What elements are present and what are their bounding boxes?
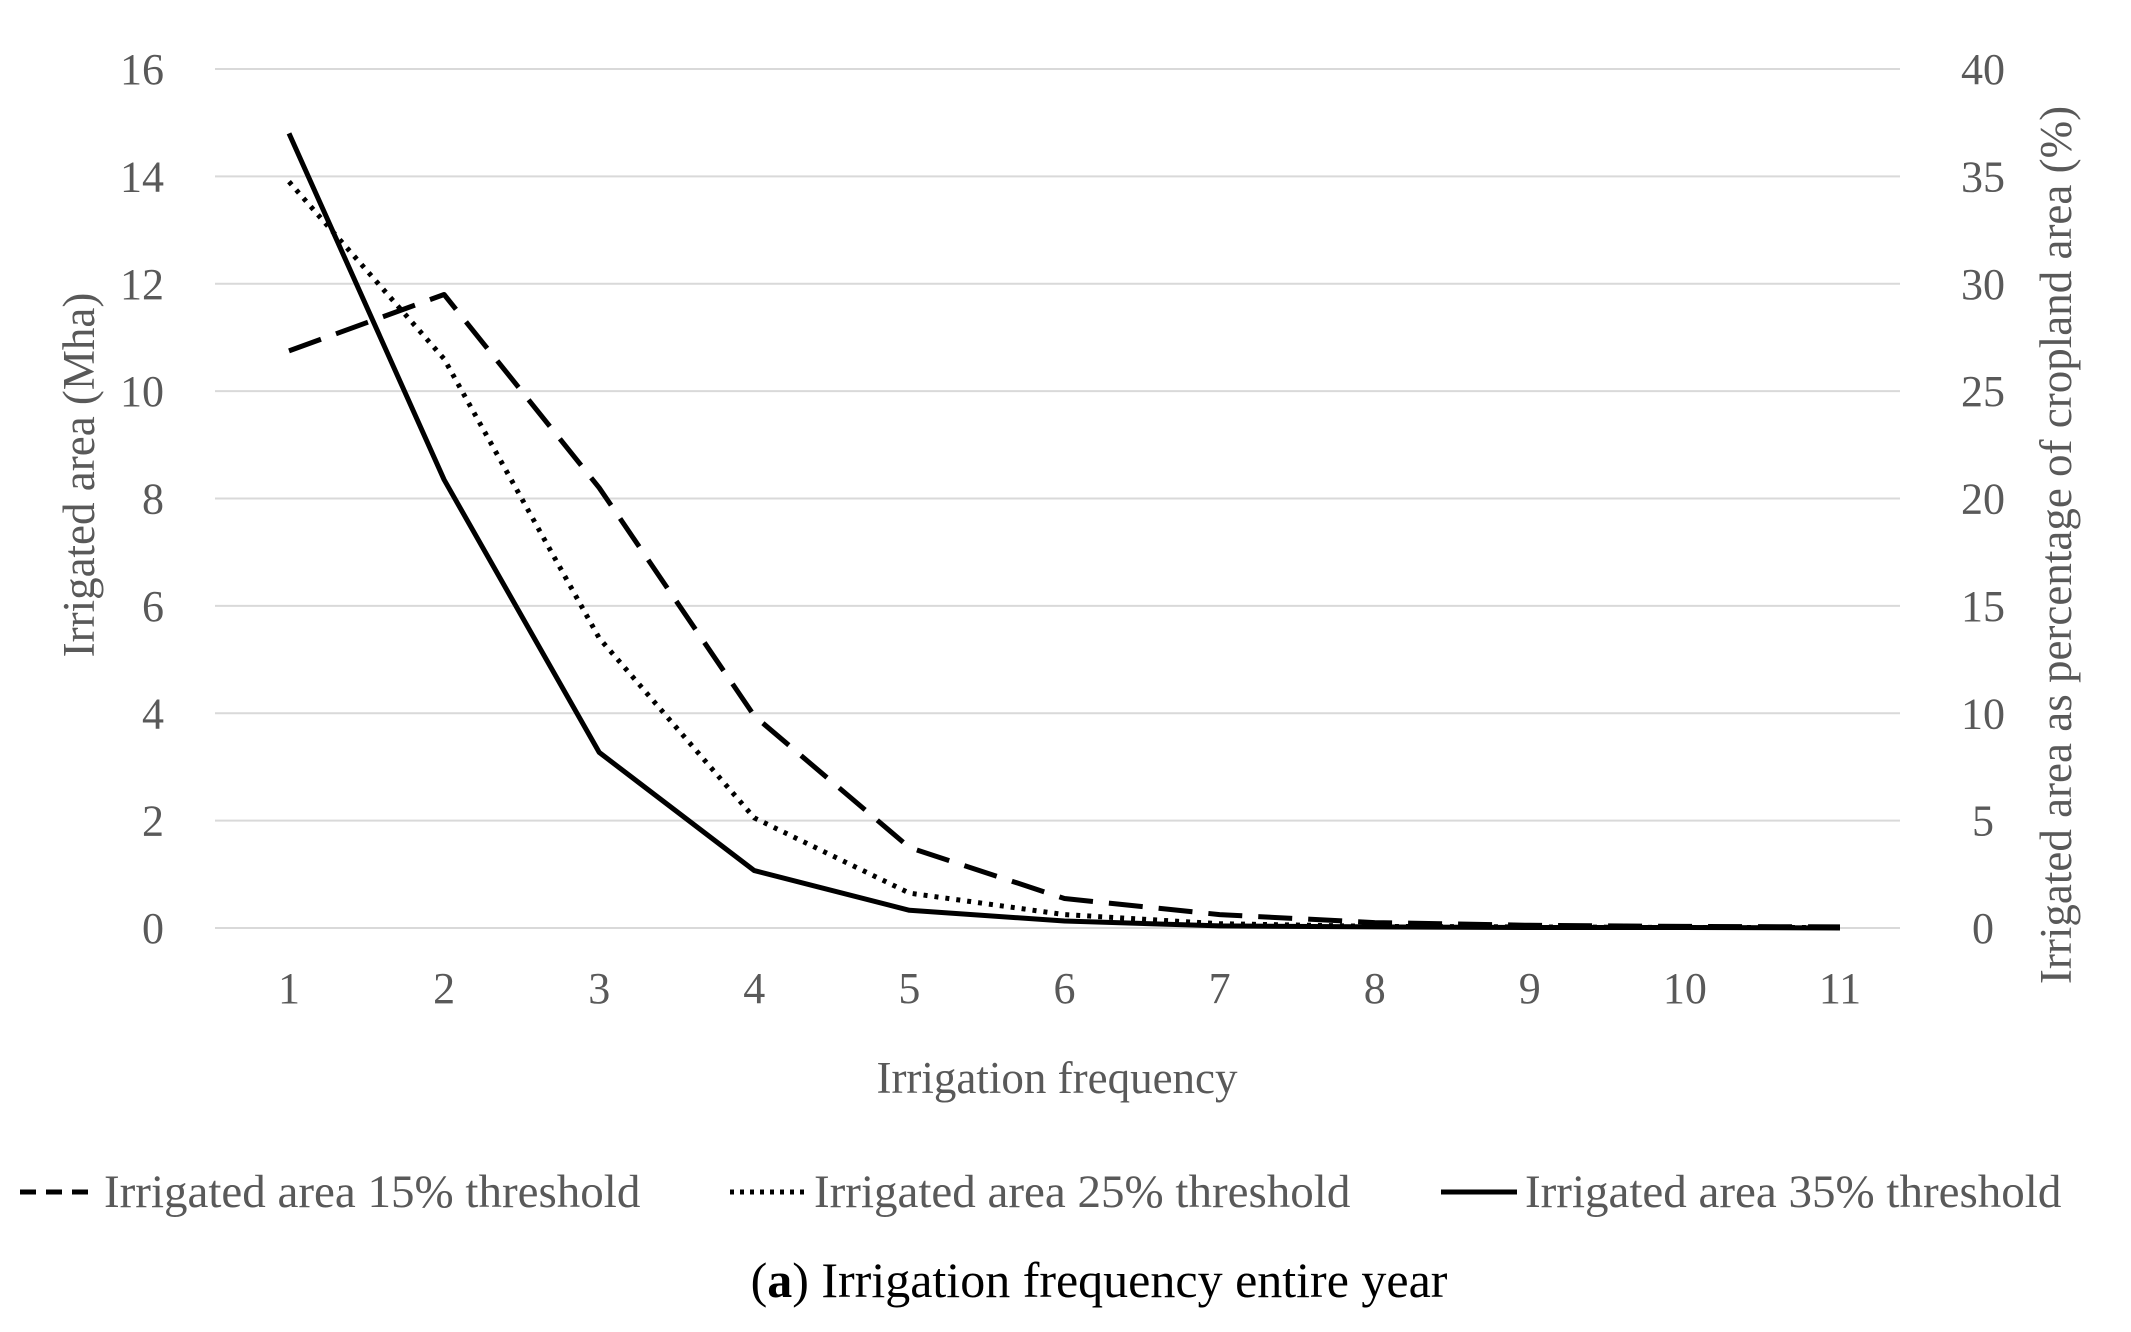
y-left-tick-label: 8 [142, 475, 164, 524]
legend: Irrigated area 15% threshold Irrigated a… [20, 1166, 2061, 1218]
x-axis-title: Irrigation frequency [876, 1053, 1238, 1103]
x-tick-label: 11 [1819, 964, 1861, 1013]
y-left-tick-label: 12 [120, 260, 164, 309]
y-right-tick-label: 40 [1961, 45, 2005, 94]
x-tick-label: 2 [433, 964, 455, 1013]
y-axis-left-title: Irrigated area (Mha) [54, 293, 104, 658]
legend-item-15: Irrigated area 15% threshold [20, 1166, 640, 1218]
series-line-dotted [287, 180, 1840, 930]
caption-text: ) Irrigation frequency entire year [792, 1252, 1448, 1308]
x-tick-label: 9 [1519, 964, 1541, 1013]
x-tick-label: 7 [1209, 964, 1231, 1013]
y-left-tick-label: 2 [142, 797, 164, 846]
y-left-tick-label: 14 [120, 152, 164, 201]
caption-label: a [767, 1252, 792, 1308]
y-left-tick-label: 0 [142, 904, 164, 953]
y-right-tick-label: 25 [1961, 367, 2005, 416]
x-axis-ticks: 1 2 3 4 5 6 7 8 9 10 11 [278, 964, 1861, 1013]
y-left-tick-label: 6 [142, 582, 164, 631]
y-right-tick-label: 15 [1961, 582, 2005, 631]
legend-item-25: Irrigated area 25% threshold [730, 1166, 1350, 1218]
y-axis-left-ticks: 0 2 4 6 8 10 12 14 16 [120, 45, 164, 953]
x-tick-label: 1 [278, 964, 300, 1013]
legend-label-25: Irrigated area 25% threshold [814, 1166, 1350, 1218]
y-left-tick-label: 4 [142, 689, 164, 738]
caption-open: ( [751, 1252, 768, 1308]
legend-label-15: Irrigated area 15% threshold [104, 1166, 640, 1218]
x-tick-label: 10 [1663, 964, 1707, 1013]
series-line-solid [286, 132, 1841, 931]
y-axis-right-title: Irrigated area as percentage of cropland… [2031, 106, 2081, 984]
x-tick-label: 3 [588, 964, 610, 1013]
y-left-tick-label: 10 [120, 367, 164, 416]
y-axis-right-ticks: 0 5 10 15 20 25 30 35 40 [1961, 45, 2005, 953]
legend-item-35: Irrigated area 35% threshold [1441, 1166, 2061, 1218]
series-lines [286, 132, 1841, 931]
legend-label-35: Irrigated area 35% threshold [1525, 1166, 2061, 1218]
y-right-tick-label: 5 [1972, 797, 1994, 846]
y-right-tick-label: 0 [1972, 904, 1994, 953]
x-tick-label: 4 [743, 964, 765, 1013]
y-right-tick-label: 20 [1961, 475, 2005, 524]
series-line-dashed [288, 292, 1841, 930]
y-right-tick-label: 35 [1961, 152, 2005, 201]
y-right-tick-label: 10 [1961, 689, 2005, 738]
x-tick-label: 8 [1364, 964, 1386, 1013]
y-left-tick-label: 16 [120, 45, 164, 94]
grid-lines [215, 68, 1900, 929]
x-tick-label: 5 [898, 964, 920, 1013]
figure-caption: (a) Irrigation frequency entire year [751, 1252, 1448, 1308]
y-right-tick-label: 30 [1961, 260, 2005, 309]
x-tick-label: 6 [1054, 964, 1076, 1013]
